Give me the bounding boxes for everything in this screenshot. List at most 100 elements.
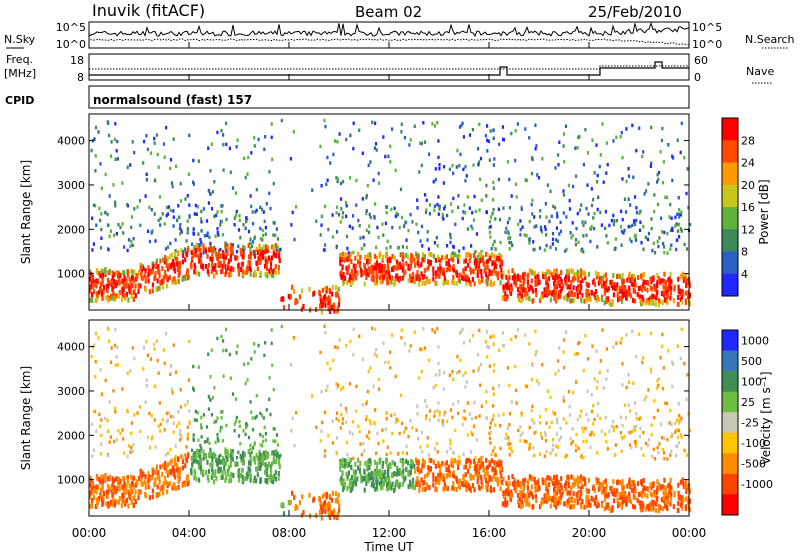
velocity-echo [224,478,227,483]
velocity-echo [566,500,569,505]
power-echo [393,282,396,287]
power-echo [365,270,368,276]
velocity-echo [129,369,132,373]
velocity-echo [336,383,340,387]
velocity-echo [93,488,96,494]
velocity-echo [132,475,135,481]
velocity-echo [405,444,408,448]
velocity-echo [606,502,610,508]
velocity-echo [260,453,263,457]
velocity-echo [677,402,680,406]
power-echo [639,298,642,304]
velocity-echo [471,483,474,488]
power-echo [420,262,423,268]
velocity-echo [506,426,509,431]
velocity-echo [469,459,472,465]
power-echo [91,292,94,297]
velocity-echo [243,362,246,367]
power-echo [213,266,216,272]
velocity-echo [580,409,583,413]
power-echo [675,247,678,252]
power-echo [585,206,588,211]
velocity-echo [165,464,168,470]
velocity-echo [220,426,224,430]
power-echo [116,139,119,144]
power-echo [214,248,217,252]
power-echo [543,287,546,293]
velocity-echo [528,502,531,508]
velocity-echo [625,501,628,507]
power-echo [464,273,467,279]
velocity-echo [279,453,282,458]
power-echo [666,289,669,295]
power-echo [267,245,270,251]
velocity-echo [354,469,357,475]
power-echo [174,238,177,242]
velocity-echo [625,333,628,337]
power-echo [676,238,679,242]
velocity-echo [660,436,664,440]
power-echo [115,149,118,153]
power-echo [629,293,633,299]
power-echo [145,172,148,177]
velocity-echo [659,505,662,511]
power-echo [122,278,125,284]
velocity-echo [242,457,245,463]
velocity-echo [593,497,596,503]
velocity-echo [455,476,458,482]
power-echo [451,251,454,255]
velocity-echo [407,471,410,477]
power-echo [478,208,481,212]
power-echo [258,243,261,249]
velocity-echo [428,409,432,413]
velocity-echo [479,458,483,464]
power-echo [249,194,252,198]
power-echo [126,248,129,253]
power-echo [109,229,112,233]
velocity-echo [624,416,628,420]
velocity-echo [489,487,492,493]
power-echo [635,206,638,210]
power-echo [676,138,679,142]
nsky-panel: N.Sky 10^5 10^0 10^5 10^0 N.Search [4,21,795,51]
velocity-echo [475,464,478,470]
velocity-echo [324,508,327,514]
velocity-echo [666,495,669,501]
power-echo [258,249,261,254]
velocity-echo [639,491,642,497]
power-echo [647,182,650,186]
power-echo [385,205,388,209]
velocity-echo [348,430,351,435]
freq-trace [89,61,689,76]
velocity-echo [669,496,673,502]
power-echo [126,272,129,278]
power-echo [678,215,681,219]
power-echo [331,291,334,297]
power-echo [591,138,594,142]
power-echo [172,224,175,228]
power-echo [373,265,376,271]
power-echo [612,273,615,279]
power-echo [602,180,605,184]
velocity-echo [182,455,185,460]
power-echo [472,269,475,275]
power-echo [567,183,571,188]
velocity-echo [420,477,423,483]
power-echo [134,283,137,289]
power-echo [528,241,531,245]
velocity-echo [91,482,94,487]
velocity-echo [629,409,632,413]
velocity-echo [484,471,487,477]
velocity-echo [126,454,129,459]
velocity-echo [587,477,591,483]
velocity-echo [115,355,118,359]
velocity-echo [575,432,578,437]
velocity-echo [329,367,332,371]
velocity-echo [488,474,491,480]
velocity-echo [345,471,348,477]
velocity-echo [247,449,250,455]
velocity-echo [477,474,480,479]
velocity-echo [264,478,267,484]
power-echo [407,265,410,271]
power-echo [524,178,527,182]
